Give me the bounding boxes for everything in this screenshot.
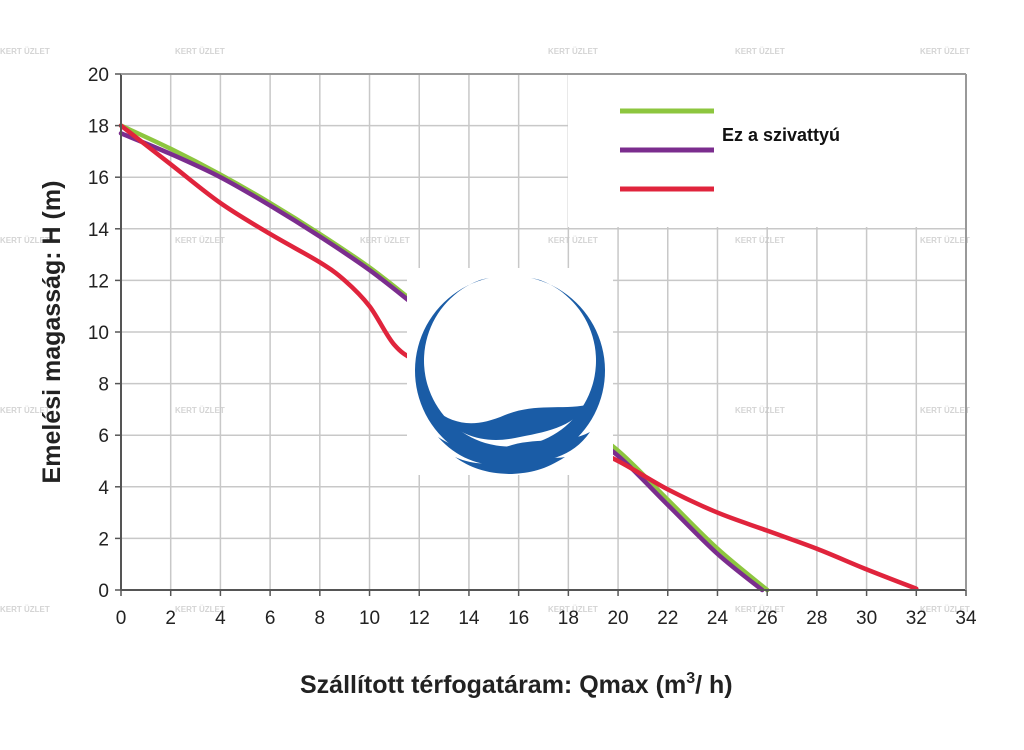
watermark: KERT ÜZLET: [735, 236, 785, 245]
logo: [407, 268, 613, 475]
watermark: KERT ÜZLET: [0, 605, 50, 614]
x-tick-label: 30: [856, 608, 877, 629]
y-tick-label: 14: [88, 220, 110, 241]
x-axis-label-tail: / h): [695, 671, 733, 699]
x-axis-label-main: Szállított térfogatáram: Qmax (m: [300, 671, 686, 699]
legend: [620, 108, 714, 192]
watermark: KERT ÜZLET: [0, 47, 50, 56]
x-tick-label: 14: [458, 608, 480, 629]
x-tick-label: 32: [906, 608, 927, 629]
watermark: KERT ÜZLET: [548, 236, 598, 245]
x-axis-label: Szállított térfogatáram: Qmax (m3/ h): [300, 670, 733, 699]
watermark: KERT ÜZLET: [0, 406, 50, 415]
x-tick-label: 4: [215, 608, 226, 629]
x-tick-label: 28: [806, 608, 827, 629]
y-tick-label: 16: [88, 168, 109, 189]
x-tick-label: 24: [707, 608, 729, 629]
x-tick-label: 34: [955, 608, 977, 629]
watermark: KERT ÜZLET: [360, 236, 410, 245]
watermark: KERT ÜZLET: [175, 47, 225, 56]
y-tick-label: 10: [88, 323, 109, 344]
legend-label: Ez a szivattyú: [722, 125, 840, 145]
logo-wave-3: [455, 456, 565, 474]
x-tick-label: 0: [116, 608, 127, 629]
watermark: KERT ÜZLET: [175, 236, 225, 245]
watermark: KERT ÜZLET: [0, 236, 50, 245]
axes: [115, 73, 967, 596]
x-axis-label-sup: 3: [686, 670, 695, 687]
y-tick-label: 8: [98, 375, 109, 396]
logo-wave-1: [435, 405, 587, 440]
y-tick-label: 4: [98, 478, 109, 499]
watermark: KERT ÜZLET: [920, 406, 970, 415]
x-tick-label: 12: [409, 608, 430, 629]
watermark: KERT ÜZLET: [735, 605, 785, 614]
x-tick-label: 22: [657, 608, 678, 629]
x-tick-label: 6: [265, 608, 276, 629]
y-tick-label: 0: [98, 581, 109, 602]
watermark: KERT ÜZLET: [735, 47, 785, 56]
y-tick-label: 6: [98, 426, 109, 447]
x-tick-label: 20: [607, 608, 628, 629]
y-tick-label: 20: [88, 65, 109, 86]
x-tick-label: 10: [359, 608, 380, 629]
x-tick-label: 26: [757, 608, 778, 629]
logo-wave-2: [438, 432, 590, 466]
watermark: KERT ÜZLET: [735, 406, 785, 415]
y-tick-label: 12: [88, 271, 109, 292]
tick-labels: 0 2 4 6 8 10 12 14 16 18 20 22 24 26 28 30 32 34024681012…: [88, 65, 977, 629]
watermark: KERT ÜZLET: [548, 605, 598, 614]
y-axis-label: Emelési magasság: H (m): [38, 181, 66, 484]
watermarks: KERT ÜZLET KERT ÜZLET KERT ÜZLET KERT ÜZLET…: [0, 47, 970, 614]
x-tick-label: 8: [315, 608, 326, 629]
x-tick-label: 16: [508, 608, 529, 629]
y-tick-label: 2: [98, 529, 109, 550]
y-tick-label: 18: [88, 117, 109, 138]
watermark: KERT ÜZLET: [920, 236, 970, 245]
watermark: KERT ÜZLET: [175, 406, 225, 415]
watermark: KERT ÜZLET: [920, 47, 970, 56]
watermark: KERT ÜZLET: [548, 47, 598, 56]
x-tick-label: 2: [165, 608, 176, 629]
watermark: KERT ÜZLET: [175, 605, 225, 614]
watermark: KERT ÜZLET: [920, 605, 970, 614]
x-tick-label: 18: [558, 608, 579, 629]
